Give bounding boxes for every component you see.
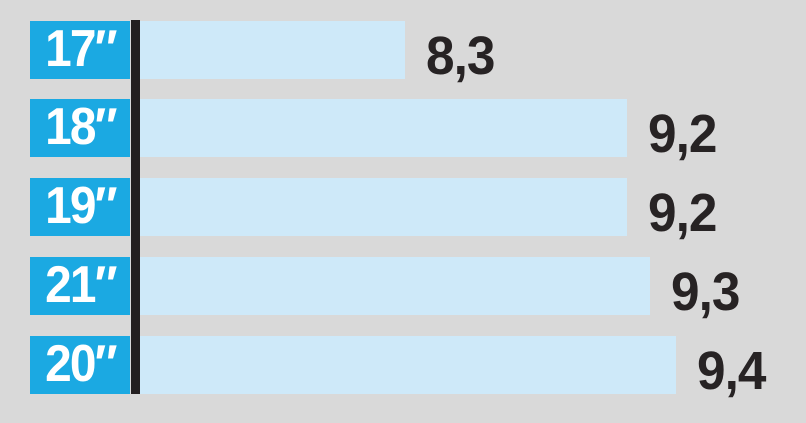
category-label-box: 18″ (30, 99, 130, 157)
value-label: 8,3 (426, 26, 495, 86)
category-label-box: 20″ (30, 336, 130, 394)
value-label: 9,3 (671, 262, 740, 322)
bar (140, 21, 405, 79)
bar (140, 257, 650, 315)
bar-row: 20″ 9,4 (0, 336, 806, 398)
bar (140, 99, 627, 157)
bar (140, 178, 627, 236)
category-label: 17″ (44, 20, 117, 78)
value-label: 9,2 (648, 104, 717, 164)
bar-row: 18″ 9,2 (0, 99, 806, 161)
bar-row: 17″ 8,3 (0, 21, 806, 83)
value-label: 9,4 (697, 341, 766, 401)
bar (140, 336, 676, 394)
category-label: 18″ (44, 98, 117, 156)
category-label: 19″ (44, 177, 117, 235)
category-label-box: 21″ (30, 257, 130, 315)
axis-baseline (131, 20, 140, 394)
bar-row: 19″ 9,2 (0, 178, 806, 240)
value-label: 9,2 (648, 183, 717, 243)
bar-row: 21″ 9,3 (0, 257, 806, 319)
category-label-box: 17″ (30, 21, 130, 79)
category-label: 20″ (44, 335, 117, 393)
category-label-box: 19″ (30, 178, 130, 236)
category-label: 21″ (44, 256, 117, 314)
